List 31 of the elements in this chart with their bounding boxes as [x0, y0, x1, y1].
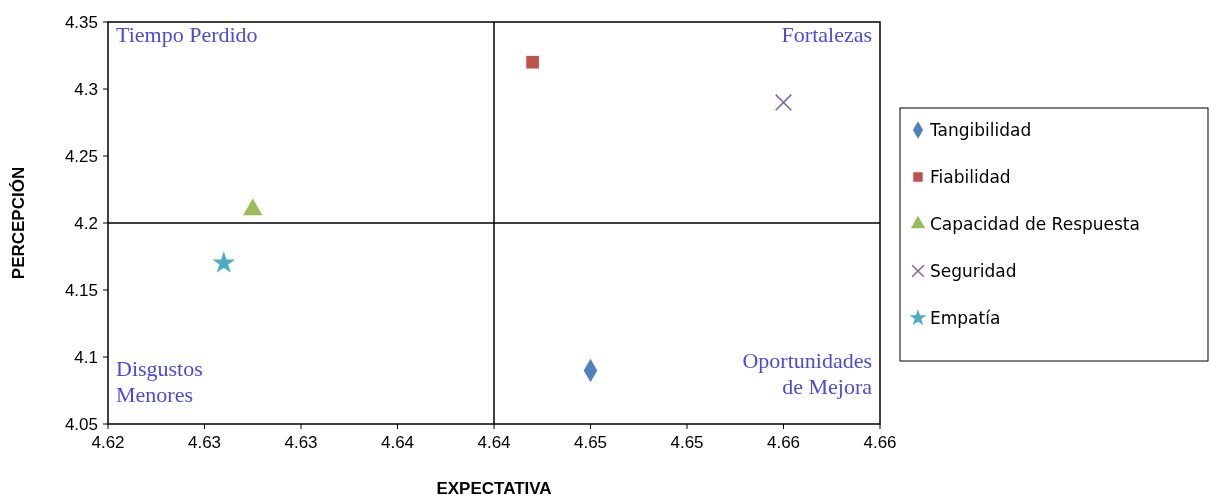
- x-tick-label: 4.62: [91, 433, 125, 452]
- y-tick-label: 4.1: [74, 348, 98, 367]
- x-tick-label: 4.64: [380, 433, 415, 452]
- y-tick-label: 4.35: [64, 13, 98, 32]
- y-axis-title: PERCEPCIÓN: [9, 166, 28, 280]
- x-tick-label: 4.65: [573, 433, 608, 452]
- y-tick-label: 4.2: [74, 214, 98, 233]
- legend-label: Seguridad: [930, 261, 1017, 281]
- y-tick-label: 4.15: [64, 281, 98, 300]
- legend-label: Tangibilidad: [929, 120, 1032, 140]
- x-tick-label: 4.65: [670, 433, 704, 452]
- annotation: Tiempo Perdido: [116, 22, 258, 47]
- point: [212, 251, 236, 273]
- y-tick-label: 4.25: [64, 147, 98, 166]
- legend-label: Empatía: [930, 308, 1001, 328]
- x-axis-title: EXPECTATIVA: [436, 479, 552, 498]
- annotation: Fortalezas: [781, 22, 872, 47]
- y-tick-label: 4.05: [64, 415, 98, 434]
- legend-label: Fiabilidad: [930, 167, 1011, 187]
- x-tick-label: 4.66: [863, 433, 897, 452]
- point: [774, 93, 793, 111]
- point: [243, 198, 263, 216]
- point: [526, 55, 539, 69]
- annotation: Disgustos Menores: [116, 356, 203, 407]
- annotation: Oportunidades de Mejora: [742, 348, 873, 399]
- x-tick-label: 4.66: [766, 433, 801, 452]
- legend-label: Capacidad de Respuesta: [930, 214, 1140, 234]
- x-tick-label: 4.63: [284, 433, 318, 452]
- x-tick-label: 4.64: [477, 433, 511, 452]
- x-tick-label: 4.63: [187, 433, 222, 452]
- y-tick-label: 4.3: [74, 80, 98, 99]
